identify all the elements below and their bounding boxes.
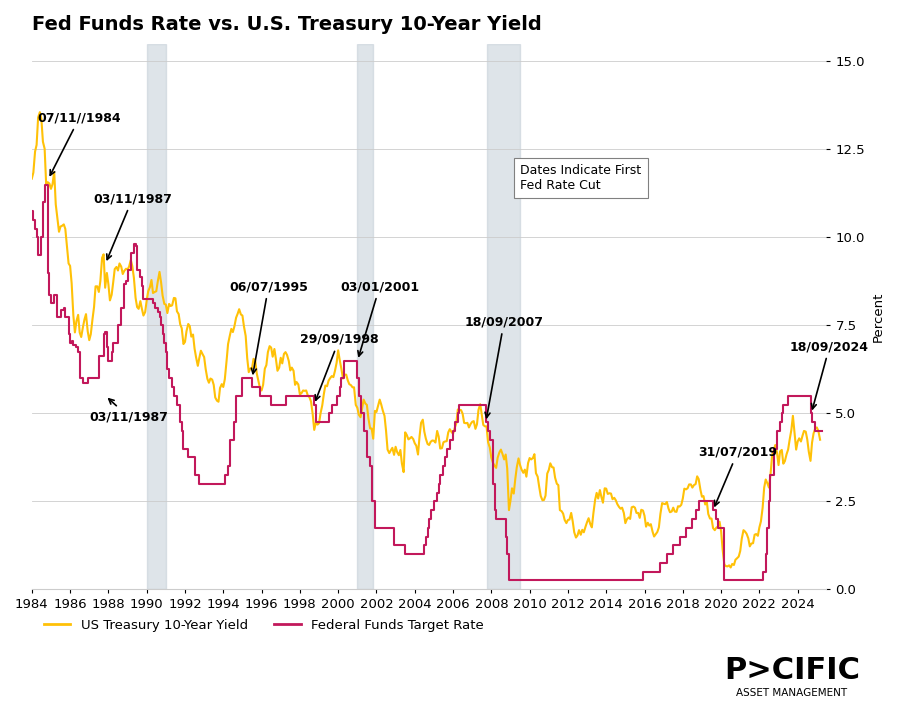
Text: 18/09/2024: 18/09/2024 (790, 340, 869, 409)
Text: ASSET MANAGEMENT: ASSET MANAGEMENT (736, 688, 848, 698)
Bar (357, 44, 374, 589)
Text: Fed Funds Rate vs. U.S. Treasury 10-Year Yield: Fed Funds Rate vs. U.S. Treasury 10-Year… (32, 15, 542, 34)
Legend: US Treasury 10-Year Yield, Federal Funds Target Rate: US Treasury 10-Year Yield, Federal Funds… (39, 614, 489, 637)
Text: 03/01/2001: 03/01/2001 (340, 280, 419, 356)
Text: 03/11/1987: 03/11/1987 (93, 192, 172, 259)
Y-axis label: Percent: Percent (872, 291, 885, 342)
Text: 06/07/1995: 06/07/1995 (229, 280, 308, 374)
Text: 07/11//1984: 07/11//1984 (38, 111, 122, 175)
Bar (147, 44, 166, 589)
Text: 18/09/2007: 18/09/2007 (464, 316, 544, 418)
Text: Dates Indicate First
Fed Rate Cut: Dates Indicate First Fed Rate Cut (520, 164, 642, 192)
Text: 29/09/1998: 29/09/1998 (300, 333, 379, 400)
Text: 31/07/2019: 31/07/2019 (698, 445, 777, 506)
Text: P>CIFIC: P>CIFIC (724, 656, 860, 684)
Text: 03/11/1987: 03/11/1987 (89, 399, 168, 423)
Bar (487, 44, 520, 589)
